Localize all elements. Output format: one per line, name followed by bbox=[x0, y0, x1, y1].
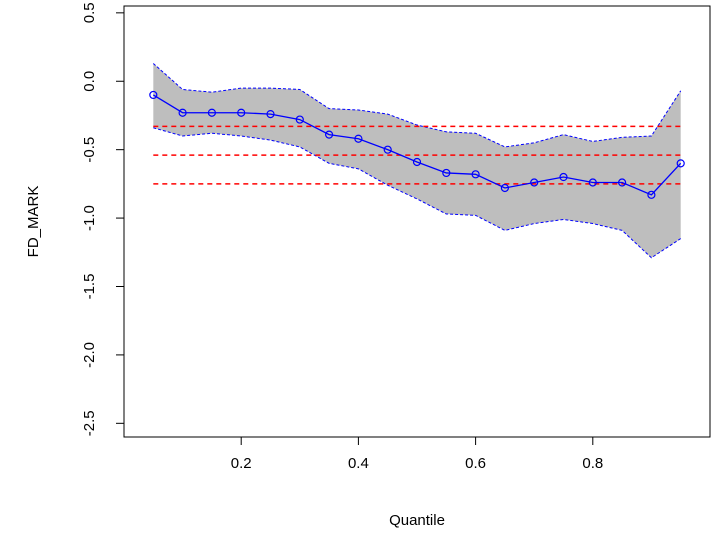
x-tick-label: 0.2 bbox=[231, 455, 252, 472]
data-point bbox=[325, 130, 334, 139]
series-line bbox=[152, 94, 682, 196]
band-upper-line bbox=[152, 63, 682, 148]
x-axis: 0.2 0.4 0.6 0.8 bbox=[231, 437, 603, 472]
data-point bbox=[149, 90, 158, 100]
data-point bbox=[295, 115, 304, 124]
y-tick-label: -1.0 bbox=[81, 205, 98, 231]
x-tick-label: 0.4 bbox=[348, 455, 369, 472]
x-tick-label: 0.6 bbox=[465, 455, 486, 472]
data-point bbox=[178, 108, 187, 117]
y-tick-label: -0.5 bbox=[81, 137, 98, 163]
data-point bbox=[412, 157, 422, 167]
y-axis: 0.5 0.0 -0.5 -1.0 -1.5 -2.0 -2.5 bbox=[81, 2, 124, 436]
data-point bbox=[676, 159, 685, 168]
data-point bbox=[588, 178, 597, 187]
plot-frame bbox=[123, 5, 711, 438]
data-point bbox=[266, 109, 275, 119]
data-point bbox=[500, 183, 509, 193]
y-axis-label: FD_MARK bbox=[25, 186, 42, 258]
y-tick-label: 0.5 bbox=[81, 2, 98, 23]
data-point bbox=[354, 134, 363, 143]
data-point bbox=[647, 190, 656, 199]
data-point bbox=[617, 178, 627, 187]
y-tick-label: -2.5 bbox=[81, 410, 98, 436]
data-point bbox=[559, 172, 568, 182]
x-axis-label: Quantile bbox=[389, 512, 445, 529]
band-lower-line bbox=[153, 127, 681, 259]
data-point bbox=[530, 178, 539, 187]
data-point bbox=[442, 168, 451, 178]
y-tick-label: -2.0 bbox=[81, 342, 98, 368]
confidence-band bbox=[153, 63, 681, 258]
data-point bbox=[237, 108, 246, 117]
data-point bbox=[471, 170, 480, 179]
x-tick-label: 0.8 bbox=[582, 455, 603, 472]
data-point bbox=[207, 108, 216, 117]
y-tick-label: 0.0 bbox=[81, 71, 98, 92]
data-point bbox=[383, 145, 392, 154]
y-tick-label: -1.5 bbox=[81, 274, 98, 300]
